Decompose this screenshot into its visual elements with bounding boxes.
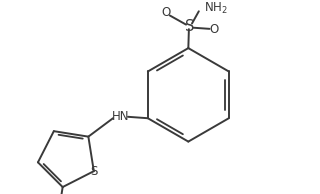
Text: S: S: [185, 19, 195, 34]
Text: O: O: [209, 23, 219, 36]
Text: S: S: [90, 165, 98, 178]
Text: NH$_2$: NH$_2$: [204, 1, 228, 16]
Text: HN: HN: [112, 110, 130, 123]
Text: O: O: [161, 6, 170, 19]
